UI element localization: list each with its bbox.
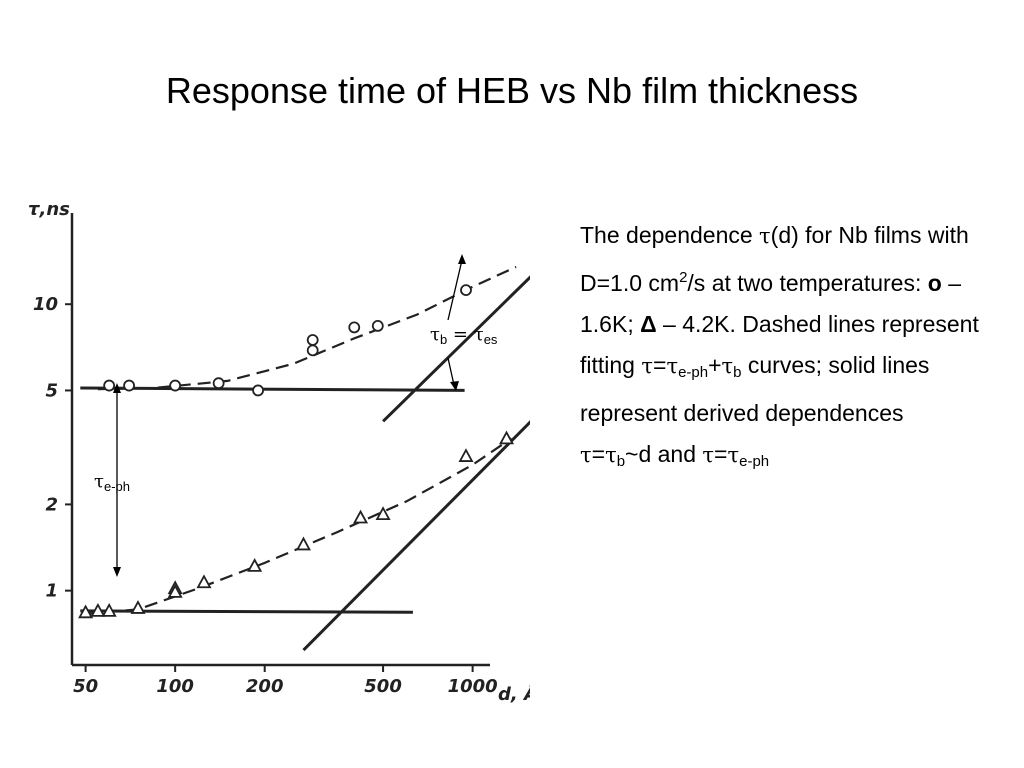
circle-data-point [306, 344, 319, 357]
triangle-data-point [130, 600, 146, 614]
delta-marker-symbol: Δ [640, 311, 657, 337]
triangle-data-point [196, 574, 212, 589]
x-tick-label: 500 [364, 676, 402, 697]
arrow-head-icon [458, 254, 466, 264]
circle-data-point [252, 384, 264, 397]
chart-lines [80, 265, 530, 652]
arrow-head-icon [450, 381, 459, 391]
triangle-data-point [78, 604, 94, 619]
solid-line [302, 420, 530, 652]
triangle-data-point [101, 602, 117, 617]
circle-marker-symbol: o [927, 270, 942, 296]
x-tick-label: 1000 [448, 676, 498, 697]
chart-markers [78, 284, 515, 619]
dashed-fit-curve [85, 437, 513, 615]
solid-line [382, 275, 530, 423]
circle-data-point [123, 379, 135, 392]
triangle-data-point [167, 584, 183, 598]
solid-line [80, 609, 413, 614]
arrow-to-lower-line [447, 357, 455, 386]
solid-line [80, 386, 465, 392]
annotation-tau-b-es: τb = τes [430, 254, 498, 391]
triangle-data-point [90, 602, 106, 617]
arrow-up-icon [113, 383, 121, 393]
triangle-data-point [295, 536, 311, 551]
x-tick-label: 50 [73, 676, 98, 697]
annotation-tau-eph: τe-ph [94, 383, 130, 577]
svg-text:τe-ph: τe-ph [94, 471, 130, 494]
circle-data-point [371, 320, 384, 332]
tick-labels: 1 2 5 10 50 100 200 500 1000 [33, 294, 498, 697]
circle-data-point [460, 284, 472, 297]
y-tick-label: 5 [45, 380, 58, 401]
y-axis-label: τ,ns [28, 199, 70, 220]
triangle-data-point [247, 558, 263, 572]
circle-data-point [212, 377, 225, 390]
figure-description: The dependence τ(d) for Nb films with D=… [580, 222, 979, 470]
axes [65, 213, 490, 672]
svg-text:τb = τes: τb = τes [430, 324, 498, 347]
x-tick-label: 100 [156, 676, 194, 697]
triangle-data-point [353, 509, 369, 524]
circle-data-point [169, 379, 182, 392]
triangle-data-point [375, 506, 391, 521]
triangle-data-point [458, 448, 474, 462]
circle-data-point [306, 334, 319, 346]
x-tick-label: 200 [246, 676, 284, 697]
slide-title: Response time of HEB vs Nb film thicknes… [165, 70, 859, 111]
triangle-data-point [498, 430, 515, 445]
x-axis-label: d, Å [498, 682, 530, 705]
y-tick-label: 1 [45, 581, 58, 602]
y-tick-label: 10 [33, 294, 58, 315]
circle-data-point [348, 321, 361, 334]
arrow-to-upper-line [447, 259, 463, 321]
y-tick-label: 2 [45, 494, 58, 515]
circle-data-point [103, 379, 116, 392]
arrow-down-icon [113, 567, 121, 577]
